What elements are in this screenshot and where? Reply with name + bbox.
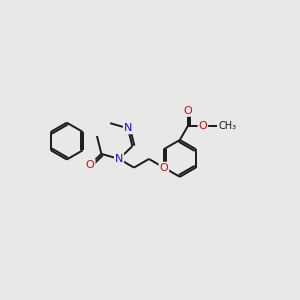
Text: O: O	[199, 121, 207, 131]
Text: O: O	[184, 106, 192, 116]
Text: N: N	[124, 123, 132, 133]
Text: CH₃: CH₃	[219, 121, 237, 131]
Text: O: O	[86, 160, 94, 170]
Text: O: O	[160, 163, 168, 172]
Text: N: N	[115, 154, 123, 164]
